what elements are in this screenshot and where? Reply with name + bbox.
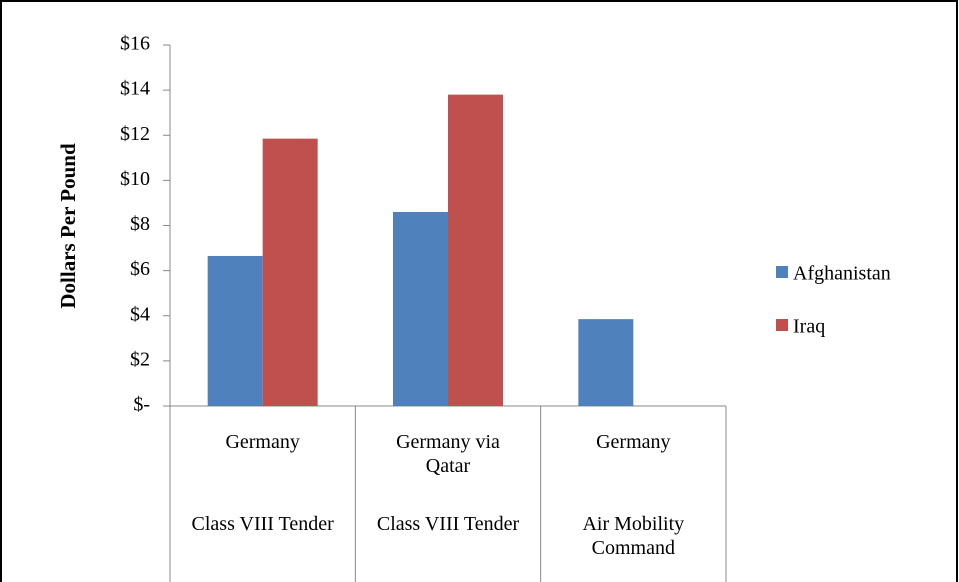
x-subcategory-label: Class VIII Tender	[376, 513, 520, 535]
y-tick-label: $8	[130, 213, 150, 235]
y-tick-label: $10	[120, 168, 150, 190]
y-tick-label: $12	[120, 123, 150, 145]
legend-swatch	[776, 266, 788, 278]
bar	[207, 255, 263, 406]
x-tick-label: Germany via Qatar	[396, 431, 500, 477]
x-subcategory-label: Air Mobility Command	[582, 513, 685, 559]
y-axis-label: Dollars Per Pound	[56, 143, 80, 309]
bar	[578, 319, 634, 406]
bar	[448, 94, 503, 406]
bar	[393, 211, 448, 406]
legend-swatch	[776, 319, 788, 331]
y-tick-label: $6	[130, 258, 150, 280]
legend-label: Iraq	[793, 316, 825, 338]
y-tick-label: $16	[120, 33, 150, 55]
x-tick-label: Germany	[225, 431, 300, 453]
y-tick-label: $-	[133, 394, 150, 416]
y-tick-label: $14	[120, 78, 150, 100]
x-subcategory-label: Class VIII Tender	[191, 513, 334, 535]
y-tick-label: $4	[130, 303, 150, 325]
bar	[262, 138, 318, 406]
legend-label: Afghanistan	[793, 263, 891, 285]
x-tick-label: Germany	[596, 431, 671, 453]
y-tick-label: $2	[130, 348, 150, 370]
